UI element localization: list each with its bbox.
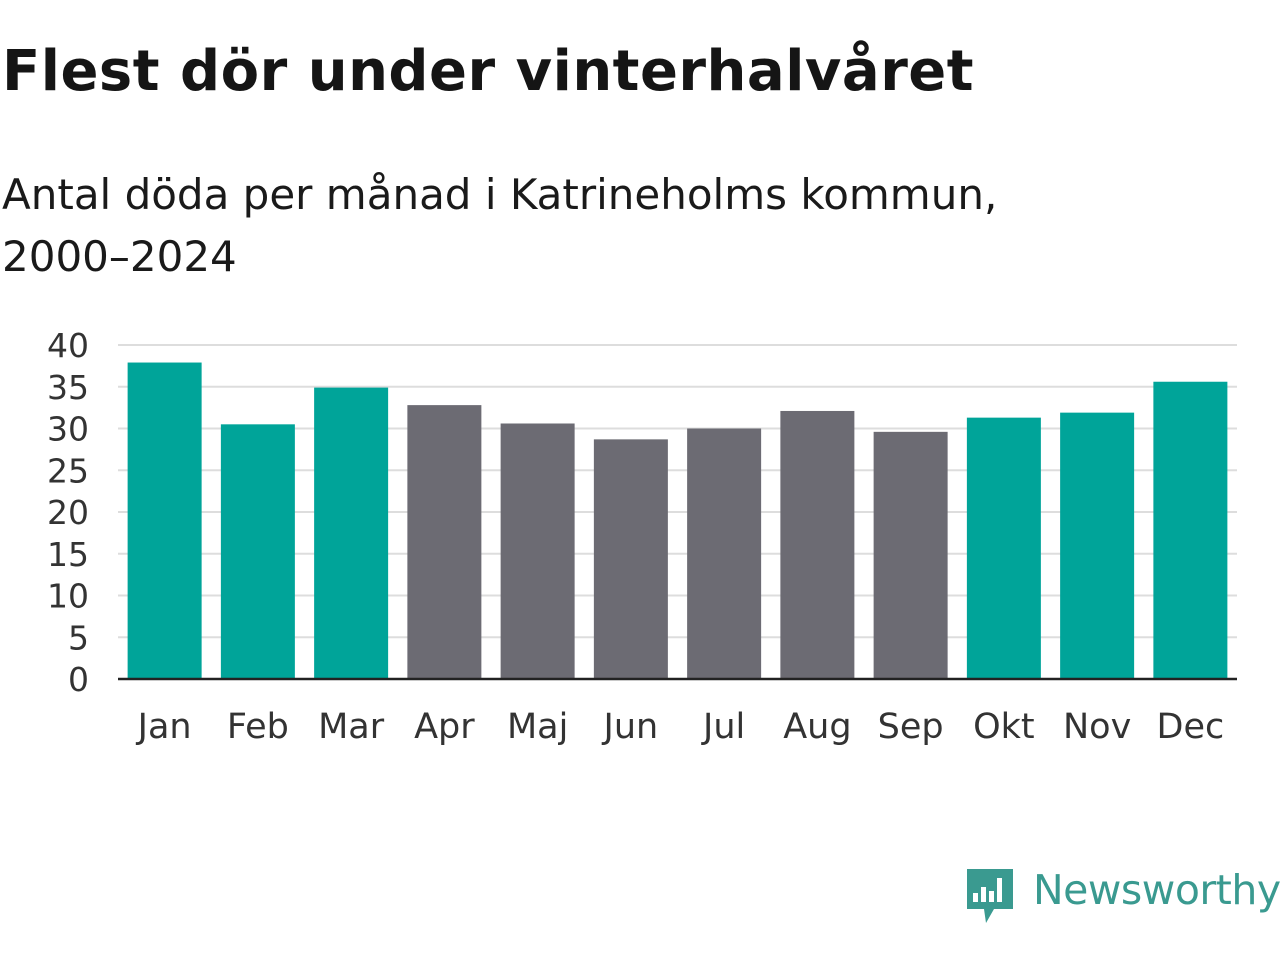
x-tick-label: Jan: [136, 707, 192, 747]
y-tick-label: 30: [47, 410, 89, 449]
bar-jan: [127, 362, 202, 679]
bar-jul: [687, 428, 762, 679]
x-tick-label: Feb: [227, 707, 289, 747]
bar-maj: [500, 423, 575, 679]
x-tick-label: Dec: [1157, 707, 1225, 747]
y-tick-label: 25: [47, 451, 89, 490]
bar-mar: [314, 387, 389, 679]
bar-apr: [407, 405, 482, 679]
x-tick-label: Maj: [507, 707, 568, 747]
chart-subtitle: Antal döda per månad i Katrineholms komm…: [2, 164, 1102, 288]
bar-feb: [220, 424, 295, 679]
x-tick-label: Apr: [414, 707, 475, 747]
bar-aug: [780, 410, 855, 679]
bar-jun: [593, 439, 668, 679]
subtitle-line-2: 2000–2024: [2, 232, 237, 281]
bar-dec: [1153, 381, 1228, 679]
y-tick-label: 10: [47, 577, 89, 616]
y-tick-label: 35: [47, 368, 89, 407]
y-tick-label: 40: [47, 326, 89, 365]
brand-logo[interactable]: Newsworthy: [964, 862, 1280, 928]
bar-okt: [966, 417, 1041, 679]
y-tick-label: 15: [47, 535, 89, 574]
y-tick-label: 20: [47, 493, 89, 532]
x-tick-label: Sep: [878, 707, 944, 747]
brand-name: Newsworthy: [1033, 866, 1280, 914]
x-tick-label: Nov: [1063, 707, 1131, 747]
chart-title: Flest dör under vinterhalvåret: [2, 39, 975, 104]
x-tick-label: Mar: [318, 707, 385, 747]
y-tick-label: 5: [68, 618, 89, 657]
x-tick-label: Aug: [783, 707, 851, 747]
bar-sep: [873, 431, 948, 679]
newsworthy-logo-icon: [967, 869, 1013, 923]
x-tick-label: Jul: [701, 707, 745, 747]
y-tick-label: 0: [68, 660, 89, 699]
x-tick-label: Jun: [602, 707, 659, 747]
bar-nov: [1060, 412, 1135, 679]
subtitle-line-1: Antal döda per månad i Katrineholms komm…: [2, 170, 998, 219]
x-tick-label: Okt: [973, 707, 1035, 747]
